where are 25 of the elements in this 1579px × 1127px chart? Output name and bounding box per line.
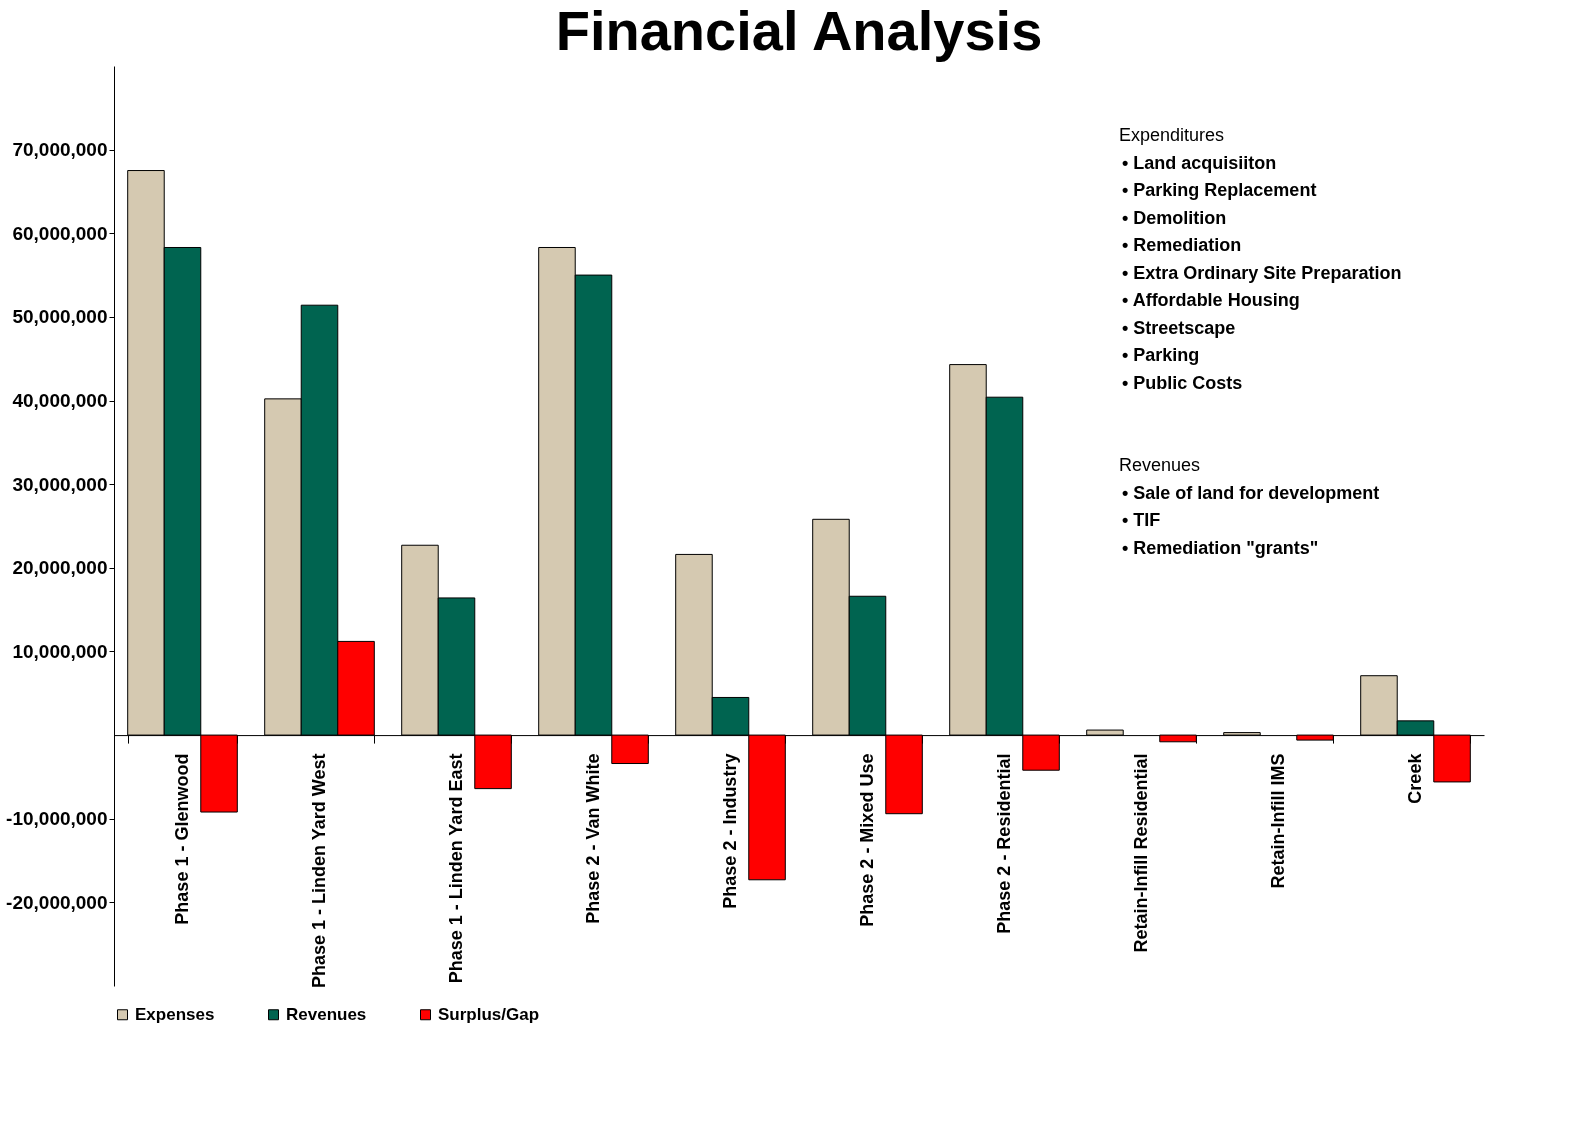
chart-title: Financial Analysis <box>555 0 1043 62</box>
legend-label: Revenues <box>286 1004 367 1024</box>
legend-label: Surplus/Gap <box>438 1004 540 1024</box>
x-tick-label: Phase 2 - Residential <box>994 753 1014 934</box>
x-tick-label: Phase 2 - Van White <box>583 753 603 924</box>
y-tick-label: 10,000,000 <box>12 640 108 662</box>
x-tick-label: Phase 1 - Linden Yard West <box>309 753 329 989</box>
x-tick-label: Creek <box>1405 752 1425 804</box>
y-tick-label: 50,000,000 <box>12 306 108 328</box>
y-tick-label: 40,000,000 <box>12 390 108 412</box>
annotation: Revenues • Sale of land for development • TIF • Remediation "grants" <box>1119 455 1380 558</box>
y-tick-label: 30,000,000 <box>12 473 108 495</box>
x-tick-label: Phase 1 - Linden Yard East <box>446 753 466 984</box>
y-tick-label: 70,000,000 <box>12 139 108 161</box>
text: Expenditures • Land acquisiiton • Parking Replacement • Demolition • Remediation • Extra Ordinary Site Preparation • Affordable Housing • Streetscape • Parking • Public Costs <box>1119 125 1402 393</box>
y-tick-label: 60,000,000 <box>12 222 108 244</box>
y-tick-label: 20,000,000 <box>12 557 108 579</box>
x-tick-label: Phase 1 - Glenwood <box>172 753 192 925</box>
x-tick-label: Retain-Infill IMS <box>1268 753 1288 889</box>
y-tick-label: -20,000,000 <box>6 891 108 913</box>
x-tick-label: Phase 2 - Mixed Use <box>857 753 877 927</box>
y-tick-label: -10,000,000 <box>6 808 108 830</box>
legend-label: Expenses <box>135 1004 215 1024</box>
x-tick-label: Retain-Infill Residential <box>1131 753 1151 953</box>
x-tick-label: Phase 2 - Industry <box>720 753 740 909</box>
